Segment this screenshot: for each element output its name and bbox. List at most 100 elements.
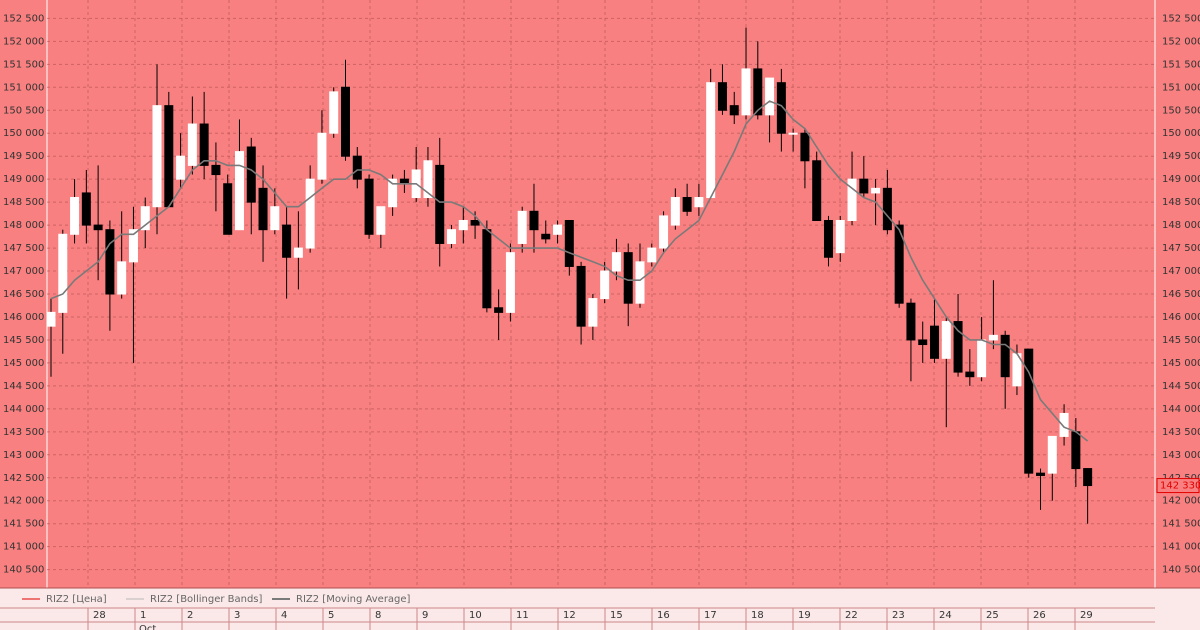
candle-body <box>1000 334 1010 378</box>
candle-body <box>305 178 315 249</box>
candle-body <box>788 132 798 135</box>
x-tick-label: 2 <box>187 610 193 621</box>
candle-body <box>717 82 727 111</box>
candle-body <box>623 252 633 304</box>
candle-body <box>447 229 457 244</box>
y-tick-label-left: 148 000 <box>3 220 44 231</box>
y-tick-label-right: 140 500 <box>1162 565 1200 576</box>
candle-body <box>882 187 892 231</box>
candle-body <box>918 339 928 346</box>
y-tick-label-right: 143 500 <box>1162 427 1200 438</box>
x-tick-label: 26 <box>1033 610 1046 621</box>
candle-body <box>470 220 480 226</box>
candle-body <box>1047 435 1057 474</box>
candle-body <box>694 197 704 208</box>
y-tick-label-left: 146 000 <box>3 312 44 323</box>
candle-body <box>1036 472 1046 476</box>
candle-body <box>706 82 716 199</box>
candle-body <box>376 206 386 235</box>
last-price-label: 142 330 <box>1160 481 1200 492</box>
y-tick-label-right: 148 500 <box>1162 197 1200 208</box>
candle-body <box>988 334 998 341</box>
last-price-box <box>1156 478 1200 494</box>
y-tick-label-left: 145 500 <box>3 335 44 346</box>
candle-body <box>741 68 751 116</box>
candle-body <box>423 160 433 199</box>
candle-body <box>105 229 115 295</box>
y-tick-label-left: 151 500 <box>3 59 44 70</box>
candle-body <box>647 247 657 263</box>
candle-body <box>729 105 739 116</box>
candle-body <box>1071 431 1081 470</box>
x-tick-label: 22 <box>845 610 858 621</box>
y-tick-label-left: 144 500 <box>3 381 44 392</box>
candle-body <box>812 160 822 221</box>
y-tick-label-left: 146 500 <box>3 289 44 300</box>
y-tick-label-left: 142 500 <box>3 473 44 484</box>
legend-label: RIZ2 [Moving Average] <box>296 594 411 605</box>
candle-body <box>140 206 150 231</box>
y-tick-label-right: 150 500 <box>1162 105 1200 116</box>
candle-body <box>776 82 786 134</box>
candle-body <box>317 132 327 180</box>
y-tick-label-right: 147 000 <box>1162 266 1200 277</box>
y-tick-label-right: 150 000 <box>1162 128 1200 139</box>
y-tick-label-left: 145 000 <box>3 358 44 369</box>
y-tick-label-right: 148 000 <box>1162 220 1200 231</box>
y-tick-label-left: 147 500 <box>3 243 44 254</box>
candle-body <box>670 197 680 226</box>
candle-body <box>635 261 645 304</box>
candle-body <box>211 164 221 176</box>
x-tick-label: 8 <box>375 610 381 621</box>
candle-body <box>659 215 669 249</box>
candle-body <box>293 247 303 258</box>
x-tick-label: 5 <box>328 610 334 621</box>
candle-body <box>199 123 209 166</box>
candle-body <box>329 91 339 134</box>
candle-body <box>435 164 445 244</box>
y-tick-label-left: 150 000 <box>3 128 44 139</box>
candle-body <box>753 68 763 116</box>
y-tick-label-right: 141 000 <box>1162 542 1200 553</box>
candle-body <box>588 298 598 327</box>
x-tick-label: 1 <box>140 610 146 621</box>
y-tick-label-right: 146 500 <box>1162 289 1200 300</box>
y-tick-label-left: 151 000 <box>3 82 44 93</box>
x-tick-label: 16 <box>657 610 670 621</box>
candle-body <box>341 86 350 157</box>
y-tick-label-left: 142 000 <box>3 496 44 507</box>
candle-body <box>894 224 904 304</box>
y-tick-label-left: 152 000 <box>3 36 44 47</box>
x-tick-label: 23 <box>892 610 905 621</box>
y-tick-label-left: 141 500 <box>3 519 44 530</box>
y-tick-label-right: 145 500 <box>1162 335 1200 346</box>
candle-body <box>823 220 833 258</box>
candle-body <box>541 233 551 240</box>
candle-body <box>258 187 268 231</box>
legend-label: RIZ2 [Bollinger Bands] <box>150 594 263 605</box>
month-label: Oct <box>139 624 156 630</box>
candle-body <box>871 187 881 194</box>
candle-body <box>1083 468 1093 487</box>
candle-body <box>270 206 280 231</box>
candle-body <box>682 197 692 212</box>
x-tick-label: 11 <box>516 610 529 621</box>
y-tick-label-right: 152 000 <box>1162 36 1200 47</box>
y-tick-label-right: 151 500 <box>1162 59 1200 70</box>
y-tick-label-left: 143 500 <box>3 427 44 438</box>
candle-body <box>529 210 539 231</box>
candle-body <box>364 178 374 235</box>
x-tick-label: 19 <box>798 610 811 621</box>
candle-body <box>388 178 398 208</box>
candle-body <box>941 321 951 359</box>
candle-body <box>600 270 610 300</box>
candle-body <box>859 178 869 194</box>
candle-body <box>576 265 586 327</box>
y-tick-label-left: 144 000 <box>3 404 44 415</box>
candle-body <box>152 105 162 208</box>
y-tick-label-right: 142 000 <box>1162 496 1200 507</box>
candle-body <box>352 155 362 180</box>
x-tick-label: 3 <box>234 610 240 621</box>
x-tick-label: 9 <box>422 610 428 621</box>
